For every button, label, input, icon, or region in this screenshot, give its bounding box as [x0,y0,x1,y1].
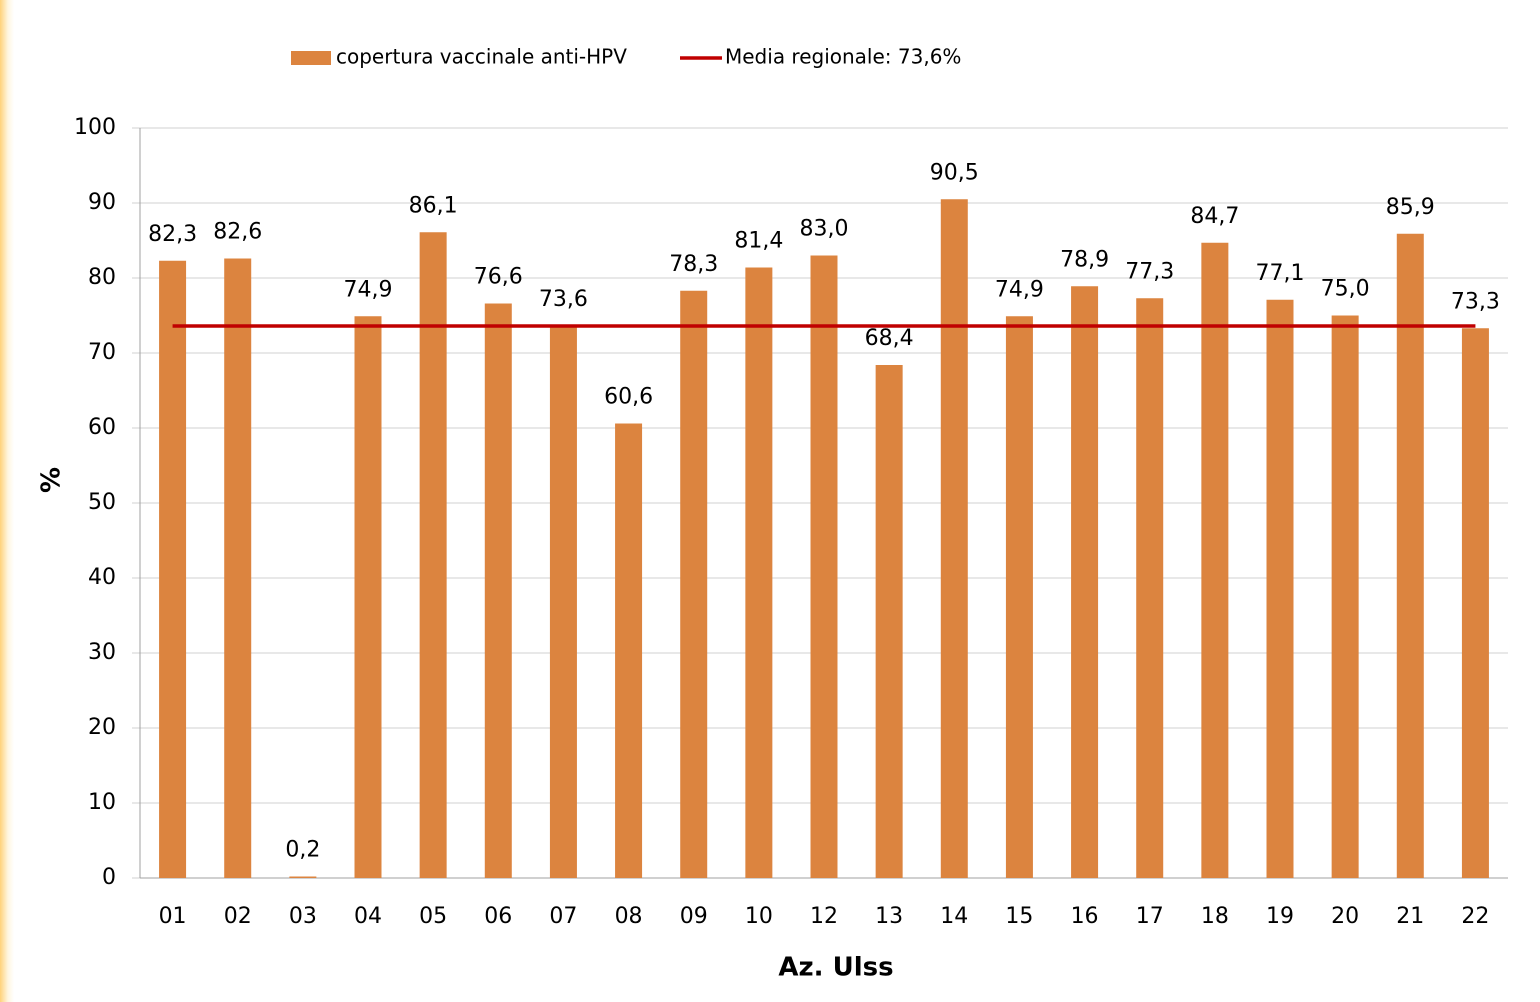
bar [810,255,838,878]
data-label: 75,0 [1321,277,1370,302]
y-tick-label: 50 [88,490,116,515]
bar [159,260,187,878]
x-tick-label: 19 [1266,904,1294,929]
x-tick-label: 06 [484,904,512,929]
x-tick-label: 21 [1396,904,1424,929]
bar [1005,316,1033,878]
y-tick-label: 30 [88,640,116,665]
data-label: 90,5 [930,160,979,185]
bar [745,267,773,878]
data-label: 77,3 [1125,259,1174,284]
legend-label: Media regionale: 73,6% [725,45,961,69]
x-tick-label: 17 [1136,904,1164,929]
data-label: 0,2 [285,838,320,863]
bar [1201,242,1229,878]
x-tick-label: 04 [354,904,382,929]
bar [1461,328,1489,878]
bar [1266,299,1294,878]
x-tick-label: 03 [289,904,317,929]
x-tick-label: 08 [615,904,643,929]
data-label: 73,6 [539,287,588,312]
y-tick-label: 0 [102,865,116,890]
bar [1331,315,1359,878]
x-tick-label: 12 [810,904,838,929]
y-tick-label: 60 [88,415,116,440]
bar [680,290,708,878]
data-label: 81,4 [734,229,783,254]
y-axis-title: % [37,467,67,493]
x-tick-label: 05 [419,904,447,929]
x-tick-label: 22 [1461,904,1489,929]
bar [289,876,317,878]
data-label: 68,4 [865,326,914,351]
data-label: 86,1 [409,193,458,218]
bar [940,199,968,878]
y-tick-label: 40 [88,565,116,590]
bar [419,232,447,878]
x-tick-label: 07 [549,904,577,929]
x-axis-title: Az. Ulss [778,953,893,983]
bar [615,423,643,878]
y-tick-label: 10 [88,790,116,815]
data-label: 78,3 [669,252,718,277]
x-tick-label: 16 [1071,904,1099,929]
y-tick-label: 90 [88,190,116,215]
data-label: 76,6 [474,265,523,290]
data-label: 60,6 [604,385,653,410]
bar [1136,298,1164,878]
y-tick-label: 100 [74,115,116,140]
x-tick-label: 13 [875,904,903,929]
y-tick-label: 80 [88,265,116,290]
y-tick-label: 70 [88,340,116,365]
data-label: 84,7 [1190,204,1239,229]
bar [224,258,252,878]
data-label: 85,9 [1386,195,1435,220]
x-tick-label: 18 [1201,904,1229,929]
data-label: 74,9 [344,277,393,302]
legend-label: copertura vaccinale anti-HPV [336,45,627,69]
x-tick-label: 09 [680,904,708,929]
bar [1396,233,1424,878]
x-tick-label: 20 [1331,904,1359,929]
bar [875,365,903,878]
bar [354,316,382,878]
x-tick-label: 14 [940,904,968,929]
data-label: 82,6 [213,220,262,245]
bar [484,303,512,878]
data-label: 73,3 [1451,289,1500,314]
data-label: 78,9 [1060,247,1109,272]
data-label: 82,3 [148,222,197,247]
legend-swatch [291,51,331,65]
x-tick-label: 02 [224,904,252,929]
data-label: 83,0 [800,217,849,242]
bar [1071,286,1099,878]
y-tick-label: 20 [88,715,116,740]
x-tick-label: 01 [159,904,187,929]
data-label: 77,1 [1256,261,1305,286]
x-tick-label: 10 [745,904,773,929]
bar [549,326,577,878]
data-label: 74,9 [995,277,1044,302]
x-tick-label: 15 [1005,904,1033,929]
